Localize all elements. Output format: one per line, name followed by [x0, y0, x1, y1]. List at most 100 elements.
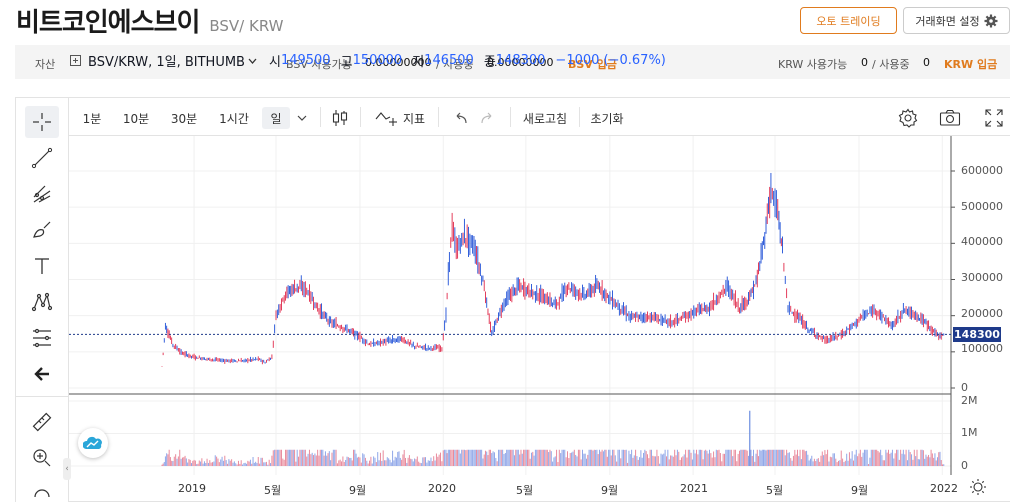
- interval-30m-button[interactable]: 30분: [166, 107, 202, 129]
- legend-open-value: 149500: [280, 53, 331, 68]
- chevron-down-icon[interactable]: [248, 58, 257, 64]
- krw-available-value: 0: [861, 56, 868, 69]
- time-tick: 5월: [516, 484, 534, 497]
- toolbar-separator: [320, 107, 321, 127]
- time-tick: 5월: [264, 484, 282, 497]
- time-tick: 2021: [680, 482, 708, 495]
- trend-line-tool[interactable]: [25, 142, 59, 174]
- fib-tool[interactable]: [25, 322, 59, 354]
- auto-trading-button[interactable]: 오토 트레이딩: [800, 7, 897, 34]
- zoom-in-tool[interactable]: [25, 442, 59, 474]
- brush-icon: [33, 221, 51, 238]
- indicator-label: 지표: [402, 111, 426, 126]
- legend-low-value: 146500: [424, 53, 474, 68]
- chart-settings-button[interactable]: [896, 107, 920, 129]
- bsv-available-value: 0.00000000: [365, 56, 432, 69]
- pattern-tool[interactable]: [25, 286, 59, 318]
- time-tick: 9월: [851, 484, 869, 497]
- crosshair-icon: [33, 113, 51, 131]
- interval-10m-button[interactable]: 10분: [118, 107, 154, 129]
- toolbar-separator: [579, 107, 580, 127]
- measure-tool[interactable]: [25, 406, 59, 438]
- legend-low-label: 저: [412, 55, 425, 70]
- chevron-down-icon: [297, 115, 307, 121]
- krw-available-label: KRW 사용가능: [778, 58, 848, 71]
- price-tick: 500000: [961, 200, 1003, 213]
- candlestick-icon: [332, 110, 348, 126]
- settings-gear-icon: [898, 108, 918, 128]
- time-tick: 9월: [601, 484, 619, 497]
- legend-close-label: 종: [483, 55, 496, 70]
- pitchfork-tool[interactable]: [25, 178, 59, 210]
- price-tick: 0: [961, 381, 968, 394]
- time-tick: 5월: [766, 484, 784, 497]
- reset-label: 초기화: [590, 111, 624, 126]
- back-tool[interactable]: [25, 358, 59, 390]
- collapse-toolbar-button[interactable]: ‹: [63, 458, 71, 480]
- bsv-available-label: BSV 사용가능: [286, 58, 352, 71]
- krw-deposit-link[interactable]: KRW 입금: [944, 58, 998, 71]
- expand-icon[interactable]: [70, 55, 81, 66]
- arrow-left-icon: [34, 367, 49, 381]
- bsv-in-use-value: 0.00000000: [487, 56, 554, 69]
- price-tick: 600000: [961, 164, 1003, 177]
- fibonacci-icon: [33, 328, 51, 348]
- text-tool[interactable]: [25, 250, 59, 282]
- chart-toolbar: 1분 10분 30분 1시간 일 지표 새로고침 초기화: [69, 98, 1010, 136]
- price-tick: 100000: [961, 342, 1003, 355]
- refresh-button[interactable]: 새로고침: [518, 107, 572, 129]
- legend-high-label: 고: [340, 55, 353, 70]
- pattern-icon: [31, 292, 53, 312]
- indicator-button[interactable]: 지표: [371, 107, 429, 129]
- cloud-chart-icon: [83, 436, 102, 449]
- undo-button[interactable]: [449, 107, 471, 129]
- time-tick: 2022: [930, 482, 958, 495]
- price-tick: 400000: [961, 235, 1003, 248]
- legend-symbol[interactable]: BSV/KRW, 1일, BITHUMB: [88, 55, 245, 70]
- time-tick: 2020: [428, 482, 456, 495]
- interval-1m-label: 1분: [82, 111, 102, 126]
- time-tick: 2019: [178, 482, 206, 495]
- bsv-deposit-link[interactable]: BSV 입금: [568, 58, 617, 71]
- fullscreen-button[interactable]: [982, 107, 1006, 129]
- chart-container: 1분 10분 30분 1시간 일 지표 새로고침 초기화: [15, 97, 1010, 502]
- price-tick: 200000: [961, 307, 1003, 320]
- interval-1h-label: 1시간: [219, 111, 249, 126]
- toolbar-separator: [510, 107, 511, 127]
- interval-day-button[interactable]: 일: [262, 107, 290, 129]
- sun-settings-icon: [970, 479, 986, 495]
- reset-button[interactable]: 초기화: [586, 107, 628, 129]
- time-tick: 9월: [349, 484, 367, 497]
- crosshair-tool[interactable]: [25, 106, 59, 138]
- chart-logo[interactable]: [78, 428, 108, 458]
- auto-trading-label: 오토 트레이딩: [816, 14, 881, 28]
- toolbar-separator: [360, 107, 361, 127]
- interval-1h-button[interactable]: 1시간: [213, 107, 255, 129]
- asset-label: 자산: [35, 58, 56, 71]
- screen-settings-button[interactable]: 거래화면 설정: [903, 7, 1010, 34]
- interval-1m-button[interactable]: 1분: [77, 107, 107, 129]
- price-tick: 300000: [961, 271, 1003, 284]
- screenshot-button[interactable]: [937, 107, 963, 129]
- volume-tick: 2M: [961, 394, 978, 407]
- magnet-tool[interactable]: [25, 482, 59, 502]
- ruler-icon: [32, 412, 52, 432]
- camera-icon: [939, 109, 961, 126]
- time-axis-settings-button[interactable]: [969, 478, 987, 496]
- krw-in-use-label: / 사용중: [872, 58, 910, 71]
- trend-line-icon: [31, 147, 53, 169]
- legend-close-value: 148300: [495, 53, 546, 68]
- redo-button[interactable]: [477, 107, 499, 129]
- brush-tool[interactable]: [25, 214, 59, 246]
- balance-bar: 자산 BSV 사용가능 0.00000000 / 사용중 0.00000000 …: [15, 45, 1010, 79]
- candle-type-button[interactable]: [328, 107, 352, 129]
- indicator-icon: [375, 112, 397, 126]
- volume-tick: 0: [961, 459, 968, 472]
- drawing-toolbar: [16, 98, 69, 502]
- legend-high-value: 150000: [352, 53, 403, 68]
- pitchfork-icon: [33, 185, 51, 203]
- toolbar-separator: [438, 107, 439, 127]
- bsv-in-use-label: / 사용중: [436, 58, 474, 71]
- interval-dropdown[interactable]: [293, 107, 311, 129]
- redo-icon: [481, 112, 492, 124]
